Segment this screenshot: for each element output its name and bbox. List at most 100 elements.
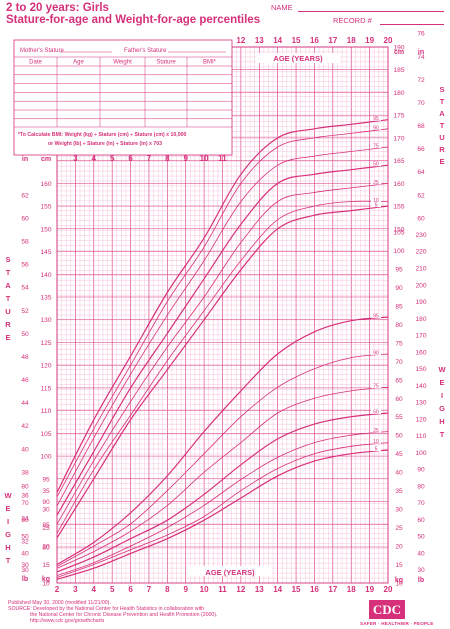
stature-in-tick-label: 72 [417, 77, 425, 84]
weight-lb-tick-label: 110 [416, 433, 427, 440]
stature-cm-tick-label: 95 [42, 476, 50, 483]
stature-in-tick-label: 32 [21, 539, 29, 546]
stature-vertical-label: A [5, 281, 11, 290]
weight-vertical-label: E [439, 378, 444, 387]
weight-lb-tick-label: 60 [417, 517, 425, 524]
weight-kg-tick-label: 35 [42, 488, 50, 495]
stature-percentile-label: 95 [373, 116, 379, 122]
age-title-top: AGE (YEARS) [273, 54, 323, 63]
age-tick-label: 10 [200, 585, 209, 594]
stature-percentile-label: 25 [373, 180, 379, 186]
weight-vertical-label: W [438, 365, 446, 374]
stature-in-tick-label: 60 [21, 215, 29, 222]
age-tick-label: 8 [165, 585, 170, 594]
weight-lb-tick-label: 70 [21, 500, 29, 507]
stature-in-tick-label: 36 [21, 493, 29, 500]
footer-url[interactable]: http://www.cdc.gov/growthcharts [30, 618, 105, 624]
record-field[interactable] [380, 24, 444, 25]
weight-kg-tick-label: 55 [395, 414, 403, 421]
stature-in-tick-label: 54 [21, 285, 29, 292]
weight-kg-tick-label: 20 [395, 544, 403, 551]
stature-cm-tick-label: 135 [40, 295, 51, 302]
stature-in-tick-label: 30 [21, 562, 29, 569]
weight-lb-tick-label: 60 [21, 517, 29, 524]
weight-lb-tick-label: 40 [21, 550, 29, 557]
stature-vertical-label: U [439, 133, 444, 142]
bmi-note-2: or Weight (lb) ÷ Stature (in) ÷ Stature … [48, 141, 162, 147]
age-tick-label: 16 [310, 585, 319, 594]
age-tick-label: 4 [92, 154, 97, 163]
age-tick-label: 9 [183, 154, 188, 163]
weight-kg-tick-label: 10 [395, 581, 403, 588]
stature-in-tick-label: 38 [21, 469, 29, 476]
name-field[interactable] [298, 11, 444, 12]
age-tick-label: 14 [273, 36, 282, 45]
stature-cm-tick-label: 180 [393, 90, 404, 97]
stature-in-tick-label: 68 [417, 123, 425, 130]
stature-cm-tick-label: 100 [40, 454, 51, 461]
weight-percentile-75-line [56, 386, 389, 569]
stature-in-tick-label: 70 [417, 100, 425, 107]
weight-vertical-label: E [5, 504, 10, 513]
age-tick-label: 20 [384, 585, 393, 594]
stature-in-tick-label: 50 [21, 331, 29, 338]
form-column-header: Date [29, 60, 42, 66]
age-tick-label: 18 [347, 585, 356, 594]
stature-cm-tick-label: 190 [393, 45, 404, 52]
stature-vertical-label: S [5, 255, 10, 264]
weight-kg-tick-label: 70 [395, 359, 403, 366]
weight-kg-tick-label: 25 [395, 525, 403, 532]
stature-in-tick-label: 56 [21, 262, 29, 269]
stature-in-tick-label: 40 [21, 446, 29, 453]
weight-kg-tick-label: 65 [395, 377, 403, 384]
stature-vertical-label: R [5, 320, 11, 329]
age-tick-label: 4 [92, 585, 97, 594]
stature-cm-tick-label: 150 [40, 226, 51, 233]
weight-lb-tick-label: 140 [415, 383, 426, 390]
stature-percentile-75-line [56, 146, 389, 507]
footer-published: Published May 30, 2000 (modified 11/21/0… [8, 600, 111, 606]
weight-kg-tick-label: 80 [395, 322, 403, 329]
weight-lb-tick-label: 30 [21, 567, 29, 574]
stature-in-tick-label: 74 [417, 54, 425, 61]
stature-vertical-label: T [6, 268, 11, 277]
weight-lb-tick-label: 30 [417, 567, 425, 574]
stature-cm-tick-label: 90 [42, 499, 50, 506]
weight-vertical-label: T [440, 430, 445, 439]
page-title: 2 to 20 years: Girls [6, 2, 109, 14]
weight-lb-tick-label: 200 [415, 282, 426, 289]
stature-cm-tick-label: 160 [393, 181, 404, 188]
weight-kg-tick-label: 35 [395, 488, 403, 495]
unit-lb-left: lb [22, 576, 28, 583]
stature-cm-tick-label: 120 [40, 363, 51, 370]
weight-kg-tick-label: 50 [395, 433, 403, 440]
weight-percentile-label: 10 [373, 439, 379, 445]
unit-kg-right: kg [395, 577, 403, 584]
weight-lb-tick-label: 190 [415, 299, 426, 306]
age-tick-label: 14 [273, 585, 282, 594]
weight-percentile-90-line [56, 353, 389, 567]
weight-percentile-label: 95 [373, 313, 379, 319]
stature-in-tick-label: 64 [417, 169, 425, 176]
cdc-tagline: SAFER · HEALTHIER · PEOPLE [360, 621, 434, 626]
weight-lb-tick-label: 120 [415, 416, 426, 423]
stature-vertical-label: R [439, 145, 445, 154]
age-tick-label: 17 [328, 585, 337, 594]
weight-lb-tick-label: 100 [415, 450, 426, 457]
weight-percentile-label: 75 [373, 384, 379, 390]
age-tick-label: 12 [236, 585, 245, 594]
unit-cm-left: cm [41, 156, 51, 163]
weight-lb-tick-label: 70 [417, 500, 425, 507]
form-column-header: Stature [156, 60, 176, 66]
weight-vertical-label: T [6, 556, 11, 565]
stature-vertical-label: T [6, 294, 11, 303]
stature-vertical-label: A [439, 109, 445, 118]
stature-in-tick-label: 52 [21, 308, 29, 315]
stature-percentile-10-line [56, 200, 389, 534]
stature-cm-tick-label: 175 [393, 113, 404, 120]
unit-in-right: in [418, 49, 424, 56]
stature-vertical-label: E [439, 157, 444, 166]
stature-cm-tick-label: 85 [42, 522, 50, 529]
stature-percentile-90-line [56, 128, 389, 498]
